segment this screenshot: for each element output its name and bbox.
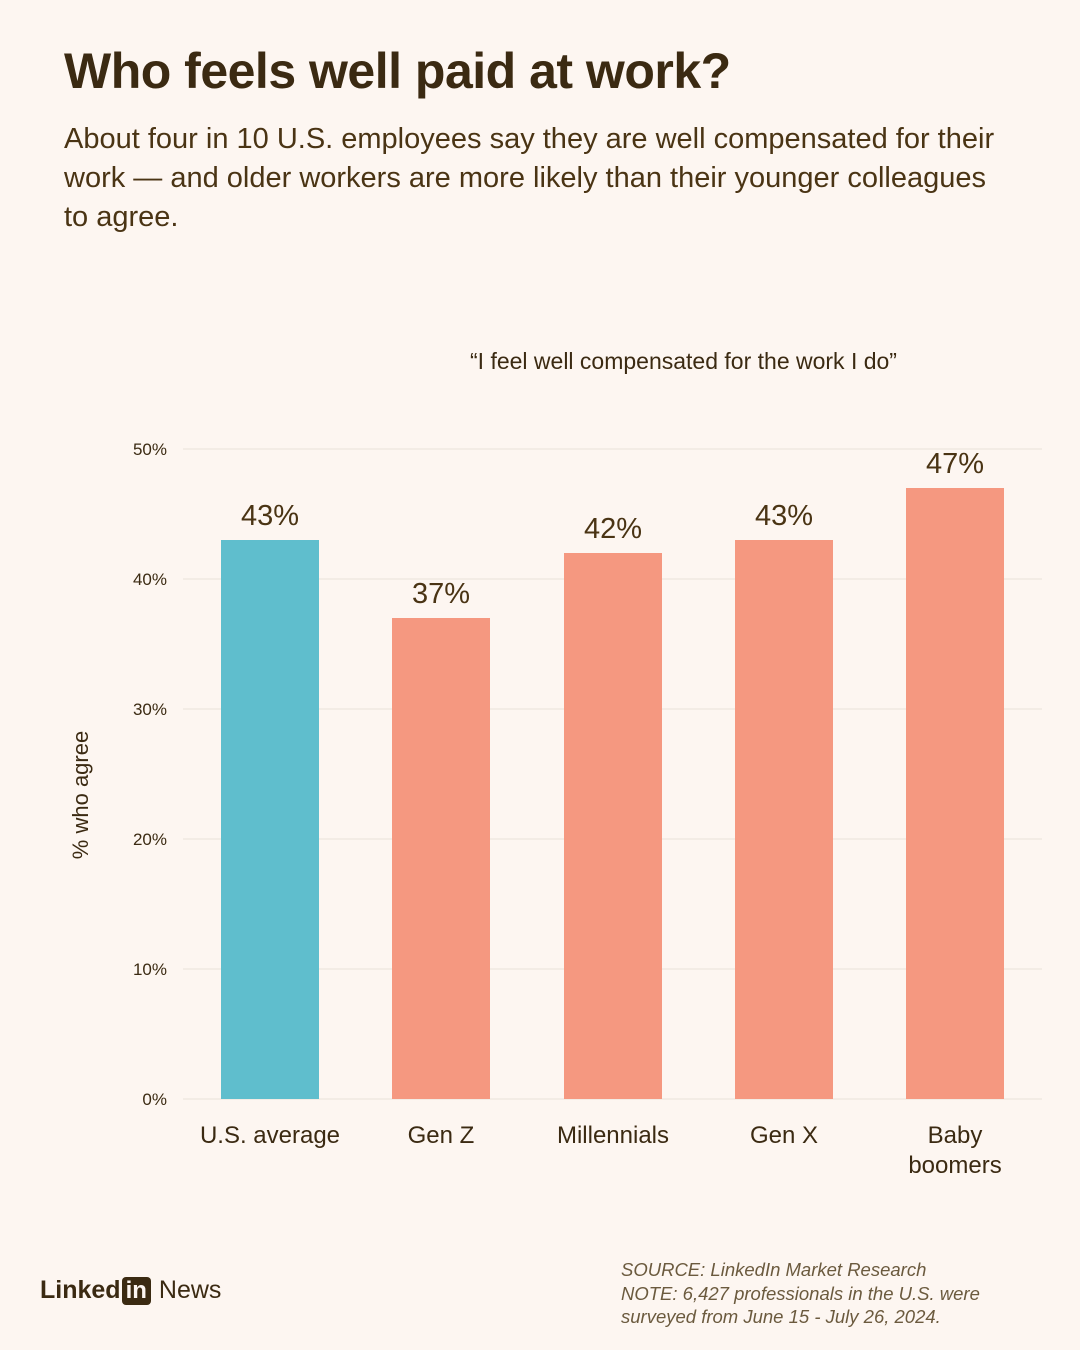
- y-axis-label: % who agree: [68, 731, 93, 859]
- source-note: SOURCE: LinkedIn Market Research NOTE: 6…: [621, 1258, 980, 1329]
- logo-news-text: News: [158, 1276, 222, 1304]
- bar-value-label: 47%: [926, 448, 984, 480]
- bar: [221, 540, 319, 1099]
- bar-value-label: 43%: [241, 500, 299, 532]
- bar: [564, 553, 662, 1099]
- bar: [735, 540, 833, 1099]
- bar-value-label: 37%: [412, 578, 470, 610]
- bar-value-label: 43%: [755, 500, 813, 532]
- x-category-label-line: Millennials: [557, 1122, 669, 1149]
- x-category-label-line: U.S. average: [200, 1122, 340, 1149]
- chart-subtitle: About four in 10 U.S. employees say they…: [64, 123, 995, 233]
- x-category-label-line: Baby: [928, 1122, 983, 1149]
- linkedin-news-logo: Linked in News: [40, 1276, 221, 1305]
- x-category-label: Gen Z: [408, 1122, 475, 1149]
- y-tick-label: 40%: [133, 570, 167, 589]
- y-tick-label: 30%: [133, 700, 167, 719]
- chart-quote-title: “I feel well compensated for the work I …: [470, 348, 897, 374]
- logo-linked-text: Linked: [40, 1276, 121, 1304]
- linkedin-in-icon: in: [121, 1276, 151, 1305]
- y-tick-label: 20%: [133, 830, 167, 849]
- source-line-3: surveyed from June 15 - July 26, 2024.: [621, 1306, 941, 1327]
- bar: [906, 488, 1004, 1099]
- x-category-label-line: Gen X: [750, 1122, 818, 1149]
- x-category-label: U.S. average: [200, 1122, 340, 1149]
- x-category-label-line: boomers: [908, 1152, 1001, 1179]
- source-line-1: SOURCE: LinkedIn Market Research: [621, 1259, 927, 1280]
- y-tick-label: 10%: [133, 960, 167, 979]
- chart-title: Who feels well paid at work?: [64, 43, 731, 99]
- source-line-2: NOTE: 6,427 professionals in the U.S. we…: [621, 1282, 980, 1304]
- y-tick-label: 50%: [133, 440, 167, 459]
- x-category-label: Gen X: [750, 1122, 818, 1149]
- x-category-label: Millennials: [557, 1122, 669, 1149]
- bar: [392, 618, 490, 1099]
- x-category-label: Baby boomers: [908, 1122, 1001, 1179]
- bar-value-label: 42%: [584, 513, 642, 545]
- y-tick-label: 0%: [142, 1090, 167, 1109]
- x-category-label-line: Gen Z: [408, 1122, 475, 1149]
